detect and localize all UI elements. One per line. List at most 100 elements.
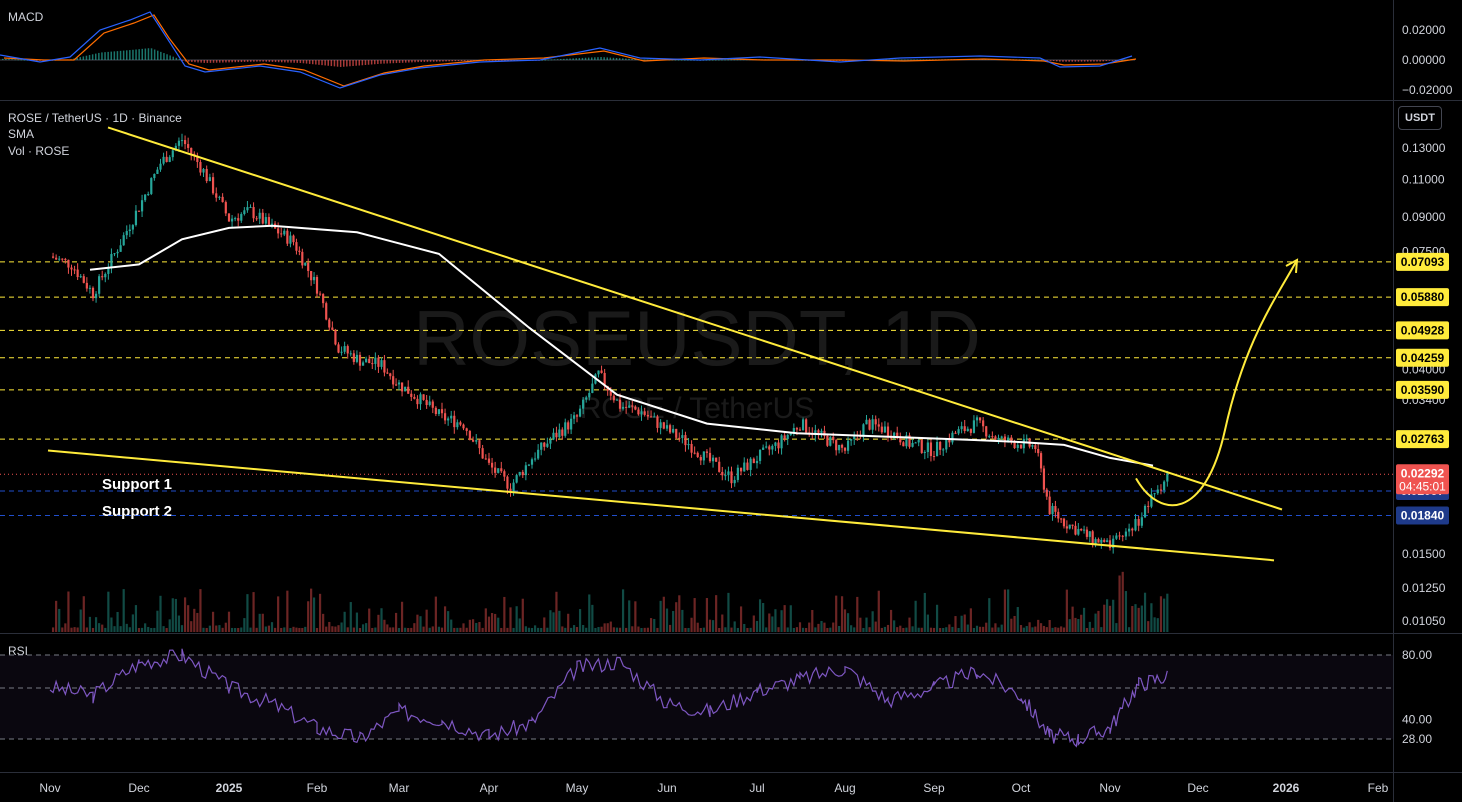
candle-body [1074,525,1077,535]
candle-body [434,407,437,415]
volume-bar [227,611,231,632]
volume-bar [792,627,795,632]
candle-body [896,432,899,439]
volume-bar [334,626,337,632]
candle-body [883,426,887,433]
macd-histogram-bar [919,59,922,61]
macd-histogram-bar [1037,59,1039,61]
volume-bar [942,628,945,632]
macd-histogram-bar [315,60,317,65]
candle-body [877,424,880,427]
macd-histogram-bar [684,59,686,61]
candle-body [543,442,546,447]
candle-body [838,444,841,451]
volume-bar [957,627,960,632]
macd-histogram-bar [138,49,140,60]
volume-bar [805,627,808,632]
volume-bar [413,623,416,632]
volume-bar [518,618,521,632]
candle-body [1065,526,1068,529]
volume-bar [835,595,838,632]
currency-button[interactable]: USDT [1398,106,1442,130]
volume-bar [193,608,196,632]
candle-body [954,432,957,434]
volume-bar [549,610,552,632]
candle-body [926,442,929,452]
volume-bar [255,627,258,632]
candle-body [349,353,352,355]
volume-bar [292,626,295,632]
candle-body [159,163,162,170]
candle-body [549,439,552,444]
volume-bar [811,609,814,632]
chart-title[interactable]: ROSE / TetherUS · 1D · Binance [8,111,182,125]
candle-body [443,413,447,421]
price-level-badge [1396,288,1449,307]
volume-bar [298,627,301,632]
volume-bar [1022,627,1025,632]
volume-bar [935,604,939,632]
candle-body [1115,535,1118,539]
volume-bar [582,624,585,632]
macd-histogram-bar [625,58,627,60]
macd-histogram-bar [355,60,357,66]
candle-body [718,461,721,472]
volume-bar [724,627,727,632]
volume-bar [1100,627,1103,632]
macd-histogram-bar [448,60,450,62]
price-axis-label: 0.11000 [1402,172,1445,186]
volume-bar [98,623,101,632]
volume-bar [1000,624,1003,632]
volume-bar [625,627,628,632]
volume-bar [211,611,215,632]
volume-bar [765,627,768,632]
volume-bar [972,627,976,632]
macd-histogram-bar [451,60,453,62]
candle-body [600,370,603,373]
candle-body [267,217,271,225]
candle-body [643,411,646,415]
volume-bar [140,627,144,632]
macd-histogram-bar [324,60,326,66]
candle-body [1143,505,1147,518]
volume-bar [672,611,675,632]
volume-bar [465,627,468,632]
candle-body [487,458,491,463]
price-axis-label: 0.01500 [1402,547,1446,561]
volume-bar [736,627,739,632]
candle-body [85,282,88,289]
volume-bar [422,626,425,632]
volume-indicator-label[interactable]: Vol · ROSE [8,144,69,158]
macd-histogram-bar [153,49,156,60]
macd-histogram-bar [104,52,106,60]
candle-body [865,419,868,425]
macd-histogram-bar [392,60,395,64]
candle-body [758,449,762,461]
volume-bar [264,626,267,632]
volume-bar [484,608,487,632]
volume-bar [615,627,619,632]
candle-body [675,428,678,438]
candle-body [91,287,95,299]
volume-bar [119,626,122,632]
candle-body [140,200,144,212]
candle-body [270,223,274,225]
volume-bar [434,596,437,632]
candle-body [462,424,465,429]
volume-bar [1166,593,1169,632]
macd-histogram-bar [395,60,398,64]
price-level-value: 0.02763 [1401,432,1445,446]
candle-body [832,436,835,441]
macd-histogram-bar [556,59,559,60]
candle-body [840,444,844,448]
sma-indicator-label[interactable]: SMA [8,127,34,141]
candle-body [780,435,783,449]
candle-body [829,436,832,446]
volume-bar [1085,627,1089,632]
volume-bar [368,608,371,632]
volume-bar [183,597,187,632]
macd-histogram-bar [553,59,556,61]
candle-body [286,230,289,244]
volume-bar [261,613,264,632]
